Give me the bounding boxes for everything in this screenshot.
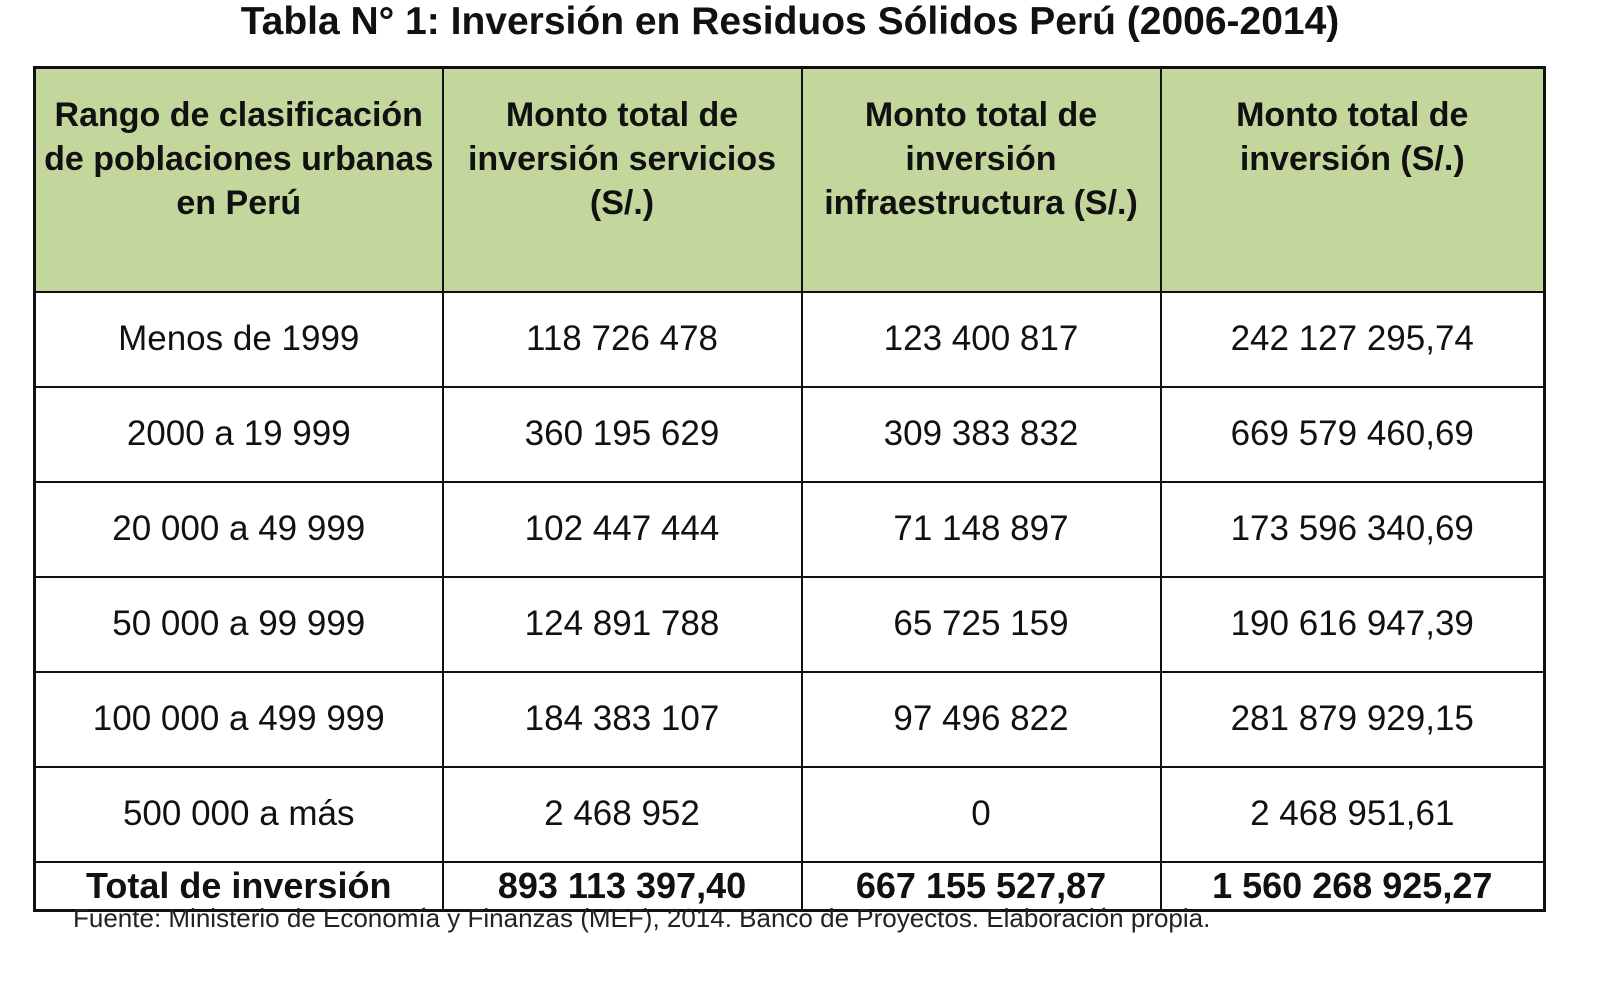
cell-services: 102 447 444 — [441, 480, 803, 578]
column-header-total: Monto total de inversión (S/.) — [1159, 66, 1546, 293]
column-header-services: Monto total de inversión servicios (S/.) — [441, 66, 803, 293]
cell-total: 173 596 340,69 — [1159, 480, 1546, 578]
total-infrastructure: 667 155 527,87 — [800, 860, 1162, 911]
total-overall: 1 560 268 925,27 — [1159, 860, 1546, 911]
total-row: Total de inversión 893 113 397,40 667 15… — [33, 860, 1546, 911]
cell-total: 2 468 951,61 — [1159, 765, 1546, 863]
cell-range: 20 000 a 49 999 — [33, 480, 444, 578]
table-row: 2000 a 19 999 360 195 629 309 383 832 66… — [33, 385, 1546, 483]
cell-services: 184 383 107 — [441, 670, 803, 768]
cell-range: 500 000 a más — [33, 765, 444, 863]
cell-services: 124 891 788 — [441, 575, 803, 673]
investment-table: Rango de clasificación de poblaciones ur… — [33, 66, 1546, 912]
cell-range: 2000 a 19 999 — [33, 385, 444, 483]
cell-infrastructure: 123 400 817 — [800, 290, 1162, 388]
table-title: Tabla N° 1: Inversión en Residuos Sólido… — [240, 0, 1340, 43]
cell-services: 118 726 478 — [441, 290, 803, 388]
cell-total: 190 616 947,39 — [1159, 575, 1546, 673]
header-row: Rango de clasificación de poblaciones ur… — [33, 66, 1546, 293]
cell-services: 2 468 952 — [441, 765, 803, 863]
source-note: Fuente: Ministerio de Economía y Finanza… — [73, 903, 1211, 933]
cell-infrastructure: 71 148 897 — [800, 480, 1162, 578]
column-header-infrastructure: Monto total de inversión infraestructura… — [800, 66, 1162, 293]
cell-range: 50 000 a 99 999 — [33, 575, 444, 673]
cell-services: 360 195 629 — [441, 385, 803, 483]
total-services: 893 113 397,40 — [441, 860, 803, 911]
cell-infrastructure: 309 383 832 — [800, 385, 1162, 483]
table-row: 100 000 a 499 999 184 383 107 97 496 822… — [33, 670, 1546, 768]
column-header-range: Rango de clasificación de poblaciones ur… — [33, 66, 444, 293]
cell-infrastructure: 0 — [800, 765, 1162, 863]
cell-total: 669 579 460,69 — [1159, 385, 1546, 483]
cell-range: 100 000 a 499 999 — [33, 670, 444, 768]
total-label: Total de inversión — [33, 860, 444, 911]
cell-range: Menos de 1999 — [33, 290, 444, 388]
cell-total: 281 879 929,15 — [1159, 670, 1546, 768]
table-row: Menos de 1999 118 726 478 123 400 817 24… — [33, 290, 1546, 388]
cell-infrastructure: 97 496 822 — [800, 670, 1162, 768]
cell-infrastructure: 65 725 159 — [800, 575, 1162, 673]
table-row: 500 000 a más 2 468 952 0 2 468 951,61 — [33, 765, 1546, 863]
table-row: 50 000 a 99 999 124 891 788 65 725 159 1… — [33, 575, 1546, 673]
table-row: 20 000 a 49 999 102 447 444 71 148 897 1… — [33, 480, 1546, 578]
cell-total: 242 127 295,74 — [1159, 290, 1546, 388]
